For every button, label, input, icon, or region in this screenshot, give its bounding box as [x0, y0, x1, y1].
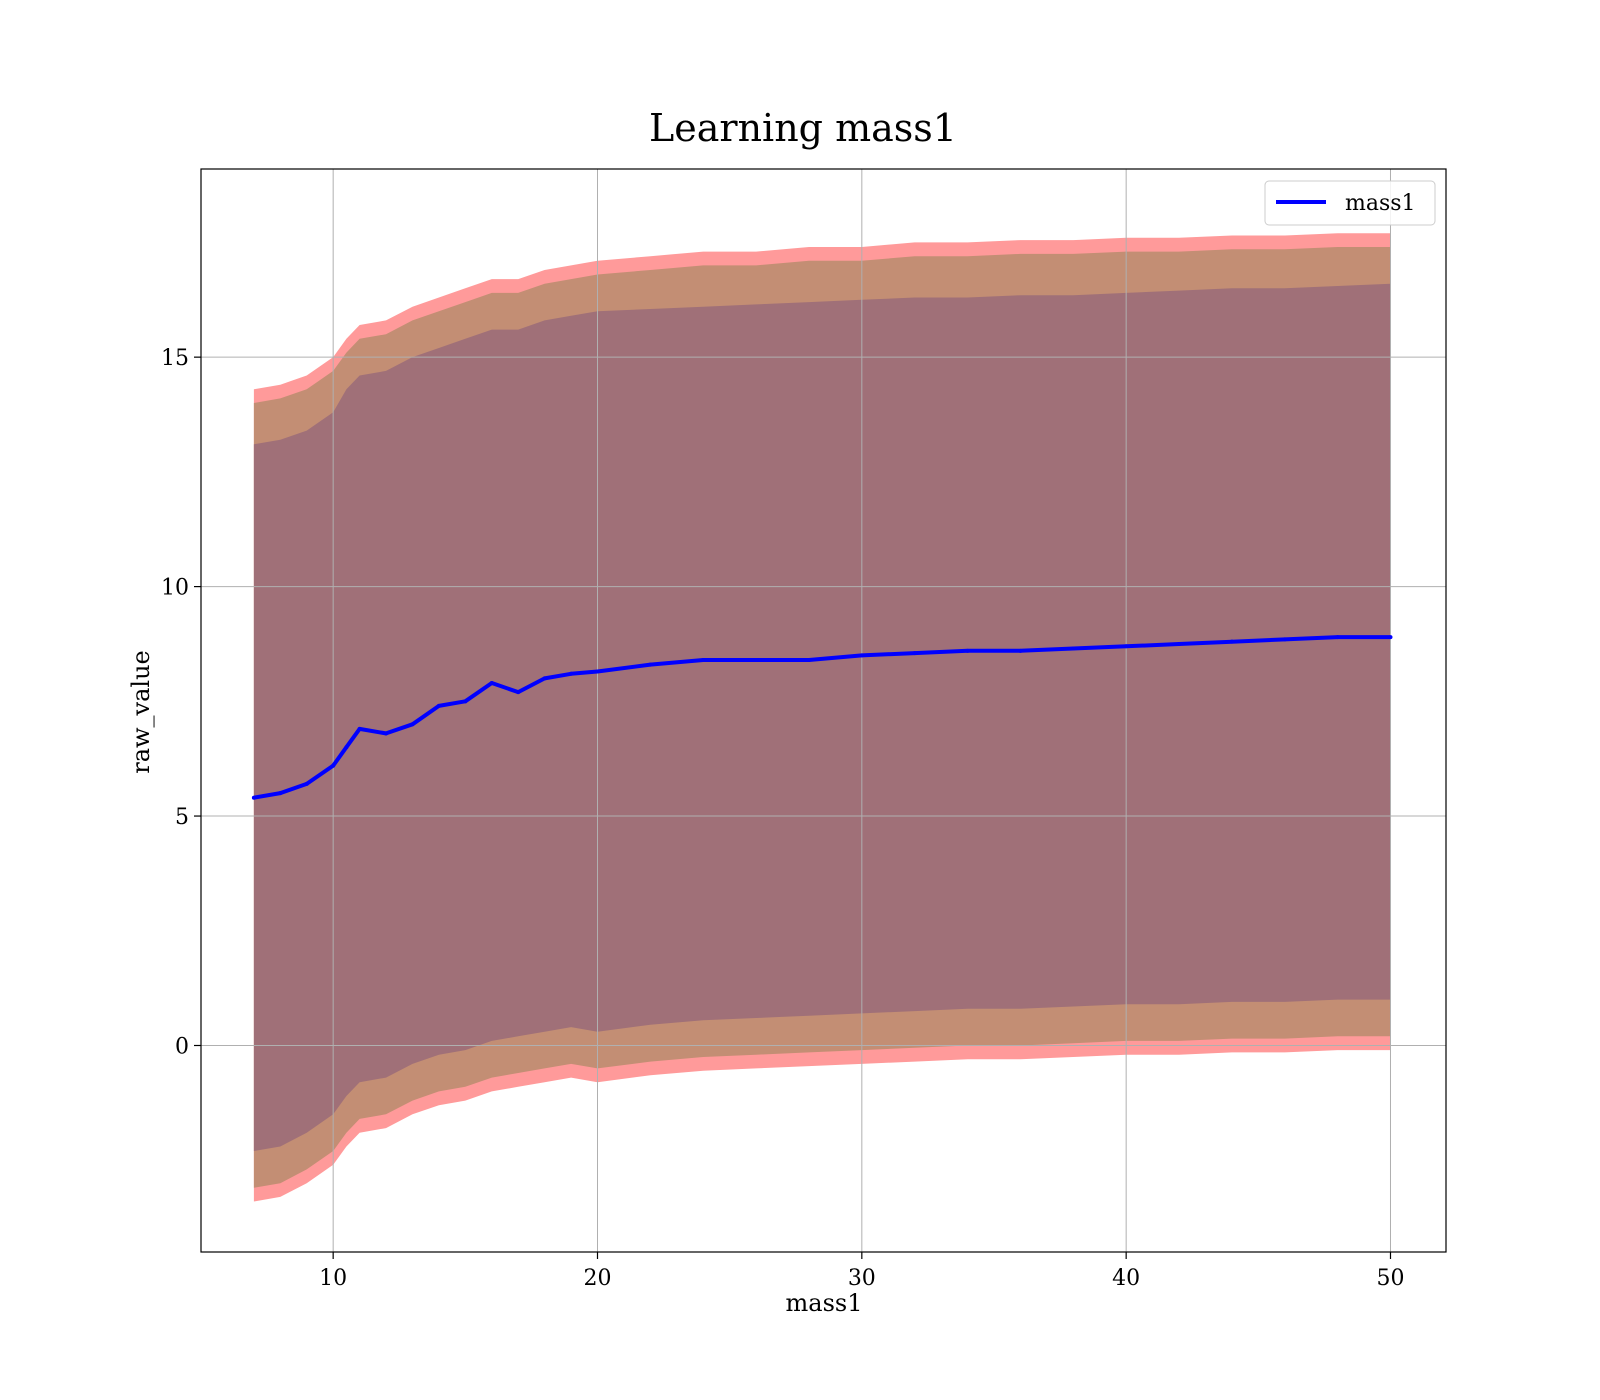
data-point	[595, 669, 600, 674]
data-point	[344, 745, 349, 750]
data-point	[1282, 637, 1287, 642]
data-point	[1071, 646, 1076, 651]
y-tick-label: 15	[161, 346, 189, 371]
series-line-mass1	[253, 635, 1391, 800]
y-tick-label: 10	[161, 576, 189, 601]
data-point	[1229, 639, 1234, 644]
plot-area: 10 20 30 40 50 0 5 10 15 mass1	[161, 168, 1447, 1291]
data-point	[1388, 635, 1393, 640]
x-tick-label: 50	[1376, 1266, 1404, 1291]
data-point	[648, 662, 653, 667]
data-point	[859, 653, 864, 658]
data-point	[357, 726, 362, 731]
data-point	[569, 671, 574, 676]
data-point	[806, 658, 811, 663]
x-tick-label: 30	[848, 1266, 876, 1291]
data-point	[251, 795, 256, 800]
data-point	[278, 791, 283, 796]
x-axis-label: mass1	[786, 1289, 863, 1317]
x-tick-label: 10	[319, 1266, 347, 1291]
data-point	[410, 722, 415, 727]
x-tick-label: 20	[583, 1266, 611, 1291]
data-point	[1018, 648, 1023, 653]
data-point	[331, 763, 336, 768]
data-point	[489, 680, 494, 685]
data-point	[384, 731, 389, 736]
data-point	[542, 676, 547, 681]
x-tick-label: 40	[1112, 1266, 1140, 1291]
data-point	[463, 699, 468, 704]
data-point	[1335, 635, 1340, 640]
data-point	[1177, 641, 1182, 646]
y-tick-label: 5	[175, 805, 189, 830]
y-axis-label: raw_value	[127, 650, 155, 774]
axes-frame	[200, 168, 1447, 1253]
legend-box	[1264, 180, 1436, 226]
data-point	[436, 703, 441, 708]
data-point	[965, 648, 970, 653]
data-point	[912, 651, 917, 656]
chart-title: Learning mass1	[649, 106, 957, 150]
data-point	[701, 658, 706, 663]
band-inner	[253, 283, 1391, 1151]
data-point	[304, 781, 309, 786]
data-point	[1124, 644, 1129, 649]
legend-label: mass1	[1345, 191, 1416, 216]
y-tick-label: 0	[175, 1034, 189, 1059]
data-point	[516, 690, 521, 695]
data-point	[754, 658, 759, 663]
